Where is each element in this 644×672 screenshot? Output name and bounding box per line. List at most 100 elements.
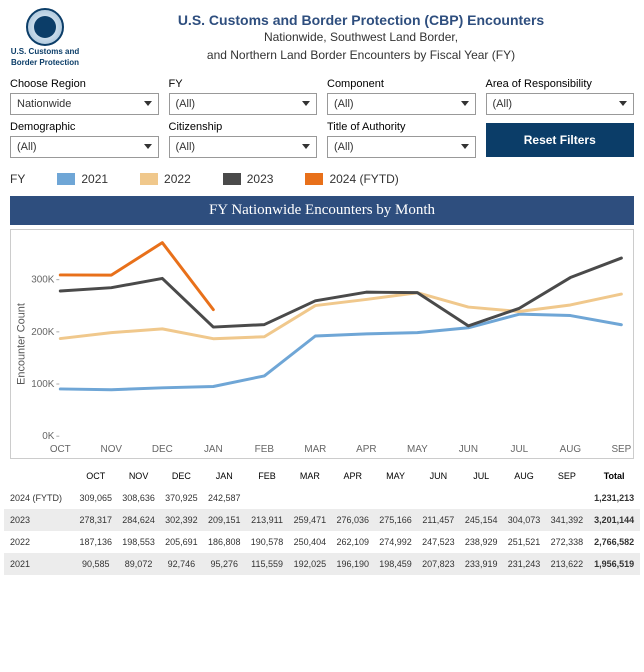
svg-text:JAN: JAN [204,444,223,455]
cell: 190,578 [246,531,289,553]
col-header: JUN [417,465,460,487]
cell [331,487,374,509]
data-table: OCTNOVDECJANFEBMARAPRMAYJUNJULAUGSEPTota… [4,465,640,575]
cell: 89,072 [117,553,160,575]
filter-authority: Title of Authority (All) [327,121,476,158]
cell: 198,553 [117,531,160,553]
cell: 186,808 [203,531,246,553]
filter-authority-select[interactable]: (All) [327,136,476,158]
legend-2024[interactable]: 2024 (FYTD) [305,172,398,186]
svg-text:MAY: MAY [407,444,428,455]
filter-fy: FY (All) [169,78,318,115]
legend-2023-text: 2023 [247,172,274,186]
row-label: 2021 [4,553,74,575]
table-row: 2023278,317284,624302,392209,151213,9112… [4,509,640,531]
line-chart: 0K100K200K300KEncounter CountOCTNOVDECJA… [11,230,633,458]
svg-text:JUL: JUL [511,444,529,455]
legend-2022[interactable]: 2022 [140,172,191,186]
cell: 207,823 [417,553,460,575]
cell: 231,243 [503,553,546,575]
row-total: 3,201,144 [588,509,640,531]
cell [417,487,460,509]
chevron-down-icon [302,144,310,149]
swatch-icon [305,173,323,185]
filter-component-select[interactable]: (All) [327,93,476,115]
filter-demographic-value: (All) [17,141,37,153]
cell: 242,587 [203,487,246,509]
col-header: OCT [74,465,117,487]
cell: 247,523 [417,531,460,553]
cell: 95,276 [203,553,246,575]
filter-aor-select[interactable]: (All) [486,93,635,115]
cell [460,487,503,509]
swatch-icon [57,173,75,185]
cell: 90,585 [74,553,117,575]
cell: 274,992 [374,531,417,553]
col-header [4,465,74,487]
cell: 245,154 [460,509,503,531]
logo: U.S. Customs and Border Protection [10,8,80,68]
svg-text:NOV: NOV [101,444,123,455]
filter-authority-value: (All) [334,141,354,153]
filter-aor-label: Area of Responsibility [486,78,635,90]
cell: 262,109 [331,531,374,553]
cell: 370,925 [160,487,203,509]
chart-title: FY Nationwide Encounters by Month [10,196,634,225]
cell: 284,624 [117,509,160,531]
col-header: JUL [460,465,503,487]
table-row: 202190,58589,07292,74695,276115,559192,0… [4,553,640,575]
swatch-icon [223,173,241,185]
chevron-down-icon [461,144,469,149]
cell: 205,691 [160,531,203,553]
filter-aor: Area of Responsibility (All) [486,78,635,115]
cell: 278,317 [74,509,117,531]
filter-fy-select[interactable]: (All) [169,93,318,115]
col-header: AUG [503,465,546,487]
svg-text:DEC: DEC [152,444,173,455]
filter-component: Component (All) [327,78,476,115]
legend-2022-text: 2022 [164,172,191,186]
row-label: 2024 (FYTD) [4,487,74,509]
filter-demographic-select[interactable]: (All) [10,136,159,158]
cell [288,487,331,509]
reset-filters-button[interactable]: Reset Filters [486,123,635,157]
filter-demographic-label: Demographic [10,121,159,133]
cell: 213,911 [246,509,289,531]
col-header: JAN [203,465,246,487]
table-row: 2022187,136198,553205,691186,808190,5782… [4,531,640,553]
svg-text:MAR: MAR [304,444,326,455]
subtitle-1: Nationwide, Southwest Land Border, [88,30,634,46]
legend-2023[interactable]: 2023 [223,172,274,186]
svg-text:300K: 300K [31,274,55,285]
chevron-down-icon [144,101,152,106]
svg-text:AUG: AUG [560,444,581,455]
table-body: 2024 (FYTD)309,065308,636370,925242,5871… [4,487,640,575]
filter-bar: Choose Region Nationwide FY (All) Compon… [0,72,644,168]
legend: FY 2021 2022 2023 2024 (FYTD) [0,168,644,196]
cell: 276,036 [331,509,374,531]
chart-area: 0K100K200K300KEncounter CountOCTNOVDECJA… [10,229,634,459]
swatch-icon [140,173,158,185]
cell: 211,457 [417,509,460,531]
cell: 115,559 [246,553,289,575]
col-header: MAR [288,465,331,487]
col-header: NOV [117,465,160,487]
subtitle-2: and Northern Land Border Encounters by F… [88,48,634,64]
cell: 275,166 [374,509,417,531]
svg-text:SEP: SEP [611,444,631,455]
filter-region: Choose Region Nationwide [10,78,159,115]
legend-2021[interactable]: 2021 [57,172,108,186]
svg-text:FEB: FEB [255,444,275,455]
filter-component-value: (All) [334,98,354,110]
row-label: 2022 [4,531,74,553]
filter-region-select[interactable]: Nationwide [10,93,159,115]
filter-citizenship-value: (All) [176,141,196,153]
chevron-down-icon [144,144,152,149]
svg-text:APR: APR [356,444,376,455]
filter-authority-label: Title of Authority [327,121,476,133]
cell [374,487,417,509]
filter-citizenship-select[interactable]: (All) [169,136,318,158]
row-total: 1,956,519 [588,553,640,575]
cell: 213,622 [545,553,588,575]
filter-aor-value: (All) [493,98,513,110]
